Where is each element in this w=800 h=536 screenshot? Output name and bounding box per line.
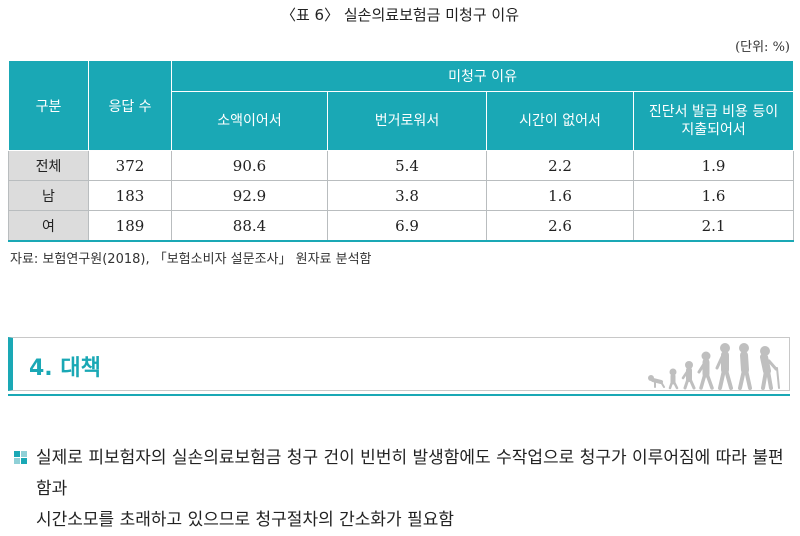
aging-figures-icon [648, 343, 780, 390]
header-certificate-cost-line2: 지출되어서 [681, 122, 746, 138]
cell-count: 189 [88, 210, 172, 242]
cell-value: 2.1 [632, 210, 795, 242]
table-row: 전체 372 90.6 5.4 2.2 1.9 [8, 150, 795, 181]
row-label: 전체 [8, 150, 89, 181]
cell-value: 90.6 [171, 150, 328, 181]
header-response-count: 응답 수 [88, 60, 172, 151]
table-row: 남 183 92.9 3.8 1.6 1.6 [8, 180, 795, 211]
square-bullet-icon [14, 451, 27, 464]
row-label: 남 [8, 180, 89, 211]
cell-value: 2.2 [486, 150, 634, 181]
section-rule [8, 394, 790, 396]
cell-value: 1.6 [486, 180, 634, 211]
cell-value: 5.4 [327, 150, 487, 181]
cell-count: 372 [88, 150, 172, 181]
body-paragraph: 실제로 피보험자의 실손의료보험금 청구 건이 빈번히 발생함에도 수작업으로 … [36, 443, 796, 536]
header-category: 구분 [8, 60, 89, 151]
cell-value: 1.6 [632, 180, 795, 211]
table-caption: 〈표 6〉 실손의료보험금 미청구 이유 [280, 6, 520, 24]
unit-label: (단위: %) [735, 40, 790, 55]
cell-count: 183 [88, 180, 172, 211]
cell-value: 6.9 [327, 210, 487, 242]
header-small-amount: 소액이어서 [171, 91, 328, 151]
table-row: 여 189 88.4 6.9 2.6 2.1 [8, 210, 795, 242]
section-header: 4. 대책 [8, 337, 790, 391]
cell-value: 3.8 [327, 180, 487, 211]
header-unclaimed-reasons: 미청구 이유 [170, 60, 795, 92]
cell-value: 2.6 [486, 210, 634, 242]
body-line-1: 실제로 피보험자의 실손의료보험금 청구 건이 빈번히 발생함에도 수작업으로 … [36, 448, 784, 499]
header-no-time: 시간이 없어서 [486, 91, 634, 151]
reasons-table: 구분 응답 수 미청구 이유 소액이어서 번거로워서 시간이 없어서 진단서 발… [8, 60, 795, 242]
cell-value: 92.9 [171, 180, 328, 211]
cell-value: 1.9 [632, 150, 795, 181]
row-label: 여 [8, 210, 89, 242]
header-certificate-cost-line1: 진단서 발급 비용 등이 [648, 104, 779, 120]
header-cumbersome: 번거로워서 [327, 91, 487, 151]
cell-value: 88.4 [171, 210, 328, 242]
body-line-2: 시간소모를 초래하고 있으므로 청구절차의 간소화가 필요함 [36, 510, 455, 530]
section-title: 4. 대책 [29, 356, 101, 381]
header-certificate-cost: 진단서 발급 비용 등이 지출되어서 [632, 91, 795, 151]
source-note: 자료: 보험연구원(2018), 「보험소비자 설문조사」 원자료 분석함 [10, 252, 372, 267]
